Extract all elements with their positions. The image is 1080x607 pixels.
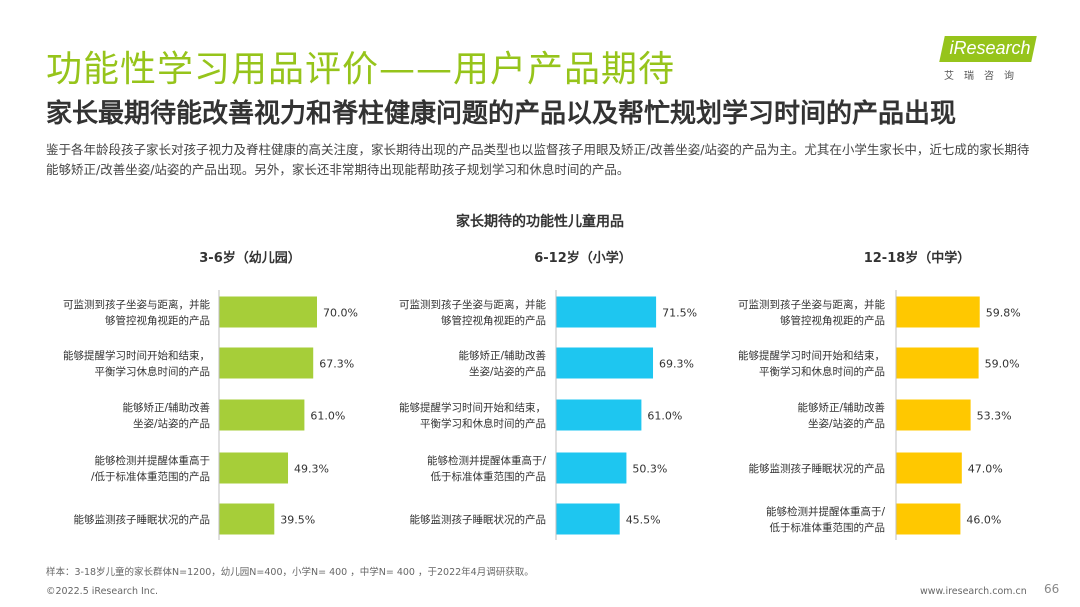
bar-value-label: 53.3% [977,410,1012,423]
category-label: 能够监测孩子睡眠状况的产品 [749,462,886,475]
bar [896,452,962,484]
bar [219,503,275,535]
bar [556,296,657,328]
category-label: 坐姿/站姿的产品 [469,365,546,378]
bar [896,399,971,431]
category-label: 能够监测孩子睡眠状况的产品 [74,513,211,526]
copyright-text: ©2022.5 iResearch Inc. [46,586,159,597]
sample-footnote: 样本：3-18岁儿童的家长群体N=1200，幼儿园N=400，小学N= 400 … [46,567,534,578]
category-label: 能够矫正/辅助改善 [122,401,210,414]
bar [556,347,654,379]
bar-value-label: 67.3% [319,358,354,371]
category-label: 平衡学习休息时间的产品 [95,365,211,378]
category-label: 平衡学习和休息时间的产品 [420,417,546,430]
category-label: 低于标准体重范围的产品 [431,470,547,483]
category-label: 够管控视角视距的产品 [441,314,546,327]
website-text: www.iresearch.com.cn [920,586,1027,597]
bar [556,399,642,431]
category-label: 能够检测并提醒体重高于 [95,454,211,467]
bar [219,296,317,328]
bar-value-label: 46.0% [966,514,1001,527]
logo-text: iResearch [949,38,1031,58]
bar [896,503,961,535]
category-label: 能够检测并提醒体重高于/ [766,505,885,518]
bar-value-label: 59.0% [985,358,1020,371]
category-label: 坐姿/站姿的产品 [808,417,885,430]
category-label: 够管控视角视距的产品 [780,314,885,327]
bar [219,347,314,379]
iresearch-logo: iResearch 艾瑞咨询 [939,36,1040,86]
bar-value-label: 59.8% [986,307,1021,320]
bar-value-label: 45.5% [626,514,661,527]
description-text: 鉴于各年龄段孩子家长对孩子视力及脊柱健康的高关注度，家长期待出现的产品类型也以监… [46,142,1030,177]
bar-value-label: 47.0% [968,463,1003,476]
category-label: 能够提醒学习时间开始和结束， [738,349,885,362]
category-label: 平衡学习和休息时间的产品 [759,365,885,378]
bar [219,399,305,431]
page-subtitle: 家长最期待能改善视力和脊柱健康问题的产品以及帮忙规划学习时间的产品出现 [46,99,957,129]
category-label: 能够矫正/辅助改善 [797,401,885,414]
category-label: 能够提醒学习时间开始和结束， [63,349,210,362]
category-label: 能够监测孩子睡眠状况的产品 [410,513,547,526]
chart-title: 家长期待的功能性儿童用品 [456,214,624,230]
category-label: 可监测到孩子坐姿与距离，并能 [738,298,885,311]
category-label: 低于标准体重范围的产品 [770,521,886,534]
bar [896,347,979,379]
bar-value-label: 61.0% [310,410,345,423]
bar-value-label: 70.0% [323,307,358,320]
bar-value-label: 39.5% [280,514,315,527]
bar [219,452,289,484]
panel-title-secondary: 12-18岁（中学） [863,251,971,266]
panel-title-primary: 6-12岁（小学） [534,251,632,266]
logo-chinese-text: 艾瑞咨询 [944,71,1024,82]
category-label: 能够矫正/辅助改善 [458,349,546,362]
page-title: 功能性学习用品评价——用户产品期待 [46,49,676,90]
category-label: /低于标准体重范围的产品 [91,470,210,483]
bar [556,452,627,484]
bar-value-label: 50.3% [632,463,667,476]
bar [896,296,980,328]
category-label: 坐姿/站姿的产品 [133,417,210,430]
bar-value-label: 61.0% [647,410,682,423]
category-label: 能够提醒学习时间开始和结束， [399,401,546,414]
page-number: 66 [1044,582,1060,596]
category-label: 可监测到孩子坐姿与距离，并能 [399,298,546,311]
bar-value-label: 69.3% [659,358,694,371]
bar-value-label: 49.3% [294,463,329,476]
bar-value-label: 71.5% [662,307,697,320]
bar [556,503,620,535]
category-label: 够管控视角视距的产品 [105,314,210,327]
category-label: 能够检测并提醒体重高于/ [427,454,546,467]
panel-title-kindergarten: 3-6岁（幼儿园） [199,251,301,266]
category-label: 可监测到孩子坐姿与距离，并能 [63,298,210,311]
